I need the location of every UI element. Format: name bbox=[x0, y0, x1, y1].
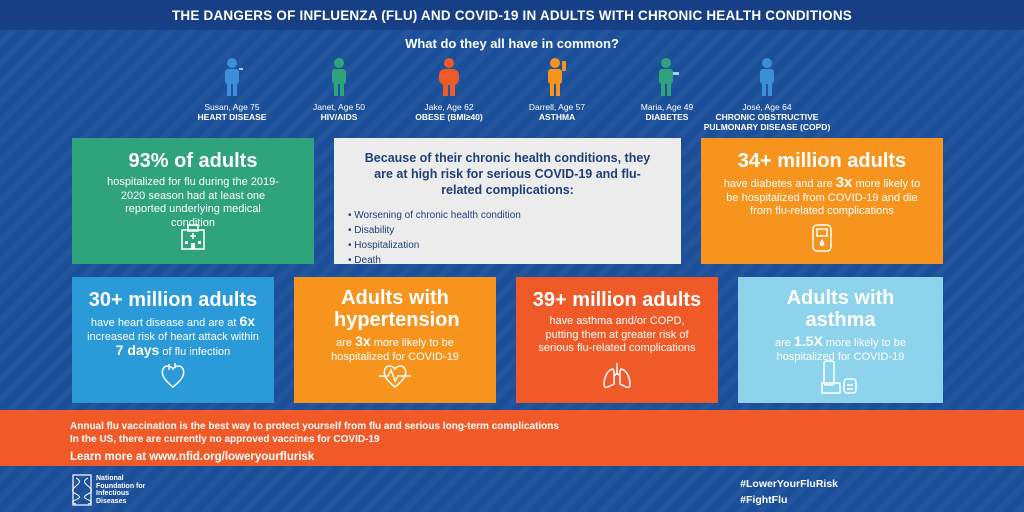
card-headline: Because of their chronic health conditio… bbox=[364, 151, 651, 197]
subtitle: What do they all have in common? bbox=[405, 36, 619, 51]
person-jose: José, Age 64 CHRONIC OBSTRUCTIVE PULMONA… bbox=[692, 58, 842, 132]
hospital-icon bbox=[181, 224, 205, 250]
person-icon bbox=[332, 58, 346, 96]
banner-line: Annual flu vaccination is the best way t… bbox=[70, 421, 559, 432]
learn-more-link[interactable]: Learn more at www.nfid.org/loweryourflur… bbox=[70, 451, 315, 463]
hashtag: #FightFlu bbox=[740, 494, 788, 506]
person-icon bbox=[548, 58, 566, 96]
card-93-percent: 93% of adults hospitalized for flu durin… bbox=[72, 138, 314, 264]
card-text-part: have heart disease and are at bbox=[90, 317, 237, 329]
glucose-meter-icon bbox=[812, 224, 832, 252]
list-item: Worsening of chronic health condition bbox=[348, 208, 667, 223]
inhaler-icon bbox=[821, 360, 857, 394]
card-emphasis: 7 days bbox=[115, 342, 160, 358]
person-icon bbox=[760, 58, 774, 96]
card-text: are 3x more likely to be hospitalized fo… bbox=[294, 331, 496, 364]
person-condition: ASTHMA bbox=[538, 112, 576, 122]
card-text: have heart disease and are at 6x increas… bbox=[72, 311, 274, 360]
list-item: Disability bbox=[348, 223, 667, 238]
person-name: Darrell, Age 57 bbox=[528, 102, 586, 112]
card-high-risk: Because of their chronic health conditio… bbox=[334, 138, 681, 266]
card-headline: 39+ million adults bbox=[532, 289, 702, 311]
list-item: Death bbox=[348, 253, 667, 268]
person-name: Janet, Age 50 bbox=[313, 102, 365, 112]
card-text-part: increased risk of heart attack within bbox=[87, 330, 259, 343]
card-asthma: Adults with asthma are 1.5X more likely … bbox=[738, 277, 943, 403]
card-text: have diabetes and are 3x more likely to … bbox=[701, 172, 943, 219]
risk-list: Worsening of chronic health condition Di… bbox=[348, 208, 667, 268]
person-condition: OBESE (BMI≥40) bbox=[415, 112, 483, 122]
card-diabetes: 34+ million adults have diabetes and are… bbox=[701, 138, 943, 264]
card-emphasis: 1.5X bbox=[794, 333, 823, 349]
card-text-part: have diabetes and are bbox=[723, 178, 833, 190]
heart-icon bbox=[161, 363, 185, 388]
person-condition: CHRONIC OBSTRUCTIVE PULMONARY DISEASE (C… bbox=[703, 112, 831, 132]
person-condition: HIV/AIDS bbox=[320, 112, 358, 122]
person-icon bbox=[439, 58, 459, 96]
vaccination-banner: Annual flu vaccination is the best way t… bbox=[0, 410, 1024, 466]
person-name: Maria, Age 49 bbox=[640, 102, 694, 112]
person-darrell: Darrell, Age 57 ASTHMA bbox=[482, 58, 632, 122]
card-headline: 34+ million adults bbox=[737, 150, 907, 172]
card-hypertension: Adults with hypertension are 3x more lik… bbox=[294, 277, 496, 403]
logo-text: National Foundation for Infectious Disea… bbox=[96, 475, 146, 505]
card-text-part: are bbox=[336, 337, 353, 349]
card-headline: Adults with asthma bbox=[786, 287, 895, 331]
card-headline: 30+ million adults bbox=[88, 289, 258, 311]
card-text-part: of flu infection bbox=[162, 346, 231, 358]
card-headline: Adults with hypertension bbox=[334, 287, 460, 331]
page-title: THE DANGERS OF INFLUENZA (FLU) AND COVID… bbox=[171, 7, 853, 23]
card-emphasis: 3x bbox=[355, 333, 371, 349]
card-text-part: more likely to be hospitalized for COVID… bbox=[331, 337, 459, 363]
card-text: hospitalized for flu during the 2019-202… bbox=[107, 176, 279, 229]
card-headline: 93% of adults bbox=[128, 150, 258, 172]
person-maria: Maria, Age 49 DIABETES bbox=[592, 58, 742, 122]
person-jake: Jake, Age 62 OBESE (BMI≥40) bbox=[374, 58, 524, 122]
card-emphasis: 6x bbox=[239, 313, 256, 329]
card-text-part: more likely to be hospitalized from COVI… bbox=[726, 178, 921, 217]
person-janet: Janet, Age 50 HIV/AIDS bbox=[264, 58, 414, 122]
list-item: Hospitalization bbox=[348, 238, 667, 253]
card-copd: 39+ million adults have asthma and/or CO… bbox=[516, 277, 718, 403]
person-name: Susan, Age 75 bbox=[204, 102, 260, 112]
card-text-part: are bbox=[775, 337, 791, 349]
hashtags: #LowerYourFluRisk #FightFlu bbox=[740, 476, 838, 508]
person-condition: DIABETES bbox=[645, 112, 689, 122]
card-text: are 1.5X more likely to be hospitalized … bbox=[738, 331, 943, 364]
person-icon bbox=[225, 58, 243, 96]
person-name: Jake, Age 62 bbox=[424, 102, 474, 112]
banner-line: In the US, there are currently no approv… bbox=[70, 434, 380, 445]
heartbeat-icon bbox=[379, 365, 411, 388]
lungs-icon bbox=[603, 363, 631, 389]
person-condition: HEART DISEASE bbox=[197, 112, 267, 122]
person-susan: Susan, Age 75 HEART DISEASE bbox=[157, 58, 307, 122]
card-heart-disease: 30+ million adults have heart disease an… bbox=[72, 277, 274, 403]
dna-logo-icon bbox=[72, 474, 92, 506]
title-bar: THE DANGERS OF INFLUENZA (FLU) AND COVID… bbox=[0, 0, 1024, 30]
card-text: have asthma and/or COPD, putting them at… bbox=[538, 315, 696, 354]
nfid-logo: National Foundation for Infectious Disea… bbox=[72, 474, 156, 506]
person-icon bbox=[659, 58, 679, 96]
card-text-part: more likely to be hospitalized for COVID… bbox=[776, 337, 906, 363]
person-name: José, Age 64 bbox=[742, 102, 792, 112]
hashtag: #LowerYourFluRisk bbox=[740, 478, 838, 490]
card-emphasis: 3x bbox=[835, 174, 853, 191]
